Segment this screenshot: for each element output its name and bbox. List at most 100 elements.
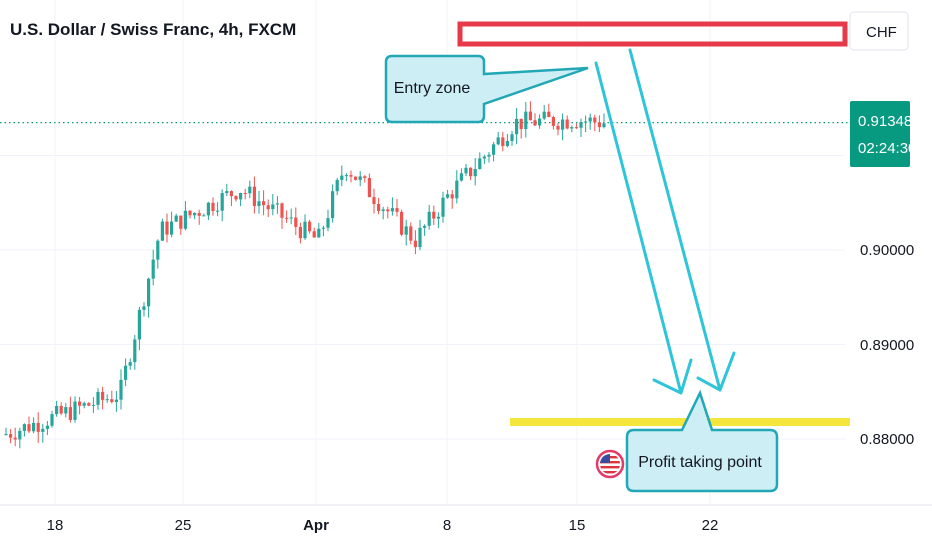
price-tick-label: 0.89000 — [860, 337, 914, 354]
candle-body — [459, 173, 463, 181]
us-flag-icon[interactable] — [595, 449, 625, 479]
candle-body — [87, 403, 91, 406]
candle-body — [349, 175, 353, 177]
time-tick-label: 22 — [702, 517, 719, 534]
candle-body — [363, 176, 367, 179]
candle-body — [289, 217, 293, 219]
candle-body — [225, 191, 229, 194]
entry-callout-shape — [384, 54, 589, 124]
candle-body — [492, 144, 496, 155]
candle-body — [197, 212, 201, 216]
candle-body — [524, 111, 528, 130]
candle-body — [538, 118, 542, 126]
candle-body — [193, 212, 197, 216]
candle-body — [547, 111, 551, 118]
candle-body — [335, 179, 339, 192]
candle-body — [114, 399, 118, 403]
candle-body — [252, 186, 256, 207]
candle-body — [409, 226, 413, 241]
candle-body — [170, 221, 174, 235]
candle-body — [234, 196, 238, 200]
chart-title: U.S. Dollar / Swiss Franc, 4h, FXCM — [10, 20, 297, 39]
candle-body — [285, 217, 289, 219]
last-price-label: 0.91348 — [858, 113, 912, 130]
candle-body — [561, 119, 565, 130]
candle-body — [188, 210, 192, 216]
candle-body — [257, 201, 261, 207]
resistance-box[interactable] — [457, 21, 848, 47]
candle-body — [179, 215, 183, 229]
arrows[interactable] — [594, 48, 736, 395]
candle-body — [533, 120, 537, 126]
candle-body — [501, 137, 505, 147]
candle-body — [32, 422, 36, 432]
candle-body — [262, 201, 266, 206]
candle-body — [41, 428, 45, 432]
candle-body — [326, 218, 330, 228]
candle-body — [13, 437, 17, 440]
candle-body — [36, 422, 40, 432]
candle-body — [427, 211, 431, 226]
candle-body — [584, 121, 588, 123]
price-scale[interactable]: CHF 0.91348 02:24:30 0.90000 0.89000 0.8… — [849, 11, 916, 448]
candle-body — [344, 175, 348, 177]
profit-callout[interactable]: Profit taking point — [625, 389, 779, 493]
candle-body — [266, 205, 270, 210]
candle-body — [133, 339, 137, 363]
candle-body — [73, 401, 77, 420]
currency-box[interactable] — [849, 11, 909, 51]
candle-body — [404, 226, 408, 235]
profit-callout-shape — [625, 389, 779, 493]
candle-body — [82, 403, 86, 406]
candle-body — [142, 306, 146, 310]
candle-body — [50, 414, 54, 426]
time-axis[interactable]: 18 25 Apr 8 15 22 — [47, 517, 719, 534]
candle-body — [423, 225, 427, 228]
arrow-down-left — [594, 61, 693, 395]
candle-body — [515, 118, 519, 135]
candle-body — [160, 221, 164, 241]
candle-body — [473, 169, 477, 177]
time-tick-label: 18 — [47, 517, 64, 534]
candle-body — [528, 111, 532, 121]
candle-body — [298, 226, 302, 239]
candle-body — [174, 215, 178, 222]
candle-body — [64, 407, 68, 414]
candle-body — [280, 203, 284, 218]
candle-body — [400, 211, 404, 235]
candle-body — [482, 156, 486, 159]
candle-body — [418, 227, 422, 248]
candle-body — [303, 221, 307, 239]
countdown-label: 02:24:30 — [858, 140, 916, 157]
candle-body — [18, 430, 22, 440]
candle-body — [239, 193, 243, 200]
profit-callout-label: Profit taking point — [638, 454, 762, 471]
candle-body — [478, 158, 482, 170]
candle-body — [556, 125, 560, 130]
candle-body — [294, 217, 298, 227]
candle-body — [45, 425, 49, 429]
candle-body — [455, 180, 459, 199]
candle-body — [165, 221, 169, 235]
candle-body — [317, 228, 321, 238]
candle-body — [27, 424, 31, 432]
candle-body — [593, 117, 597, 123]
candles[interactable] — [4, 101, 606, 449]
candle-body — [386, 209, 390, 212]
candle-body — [216, 210, 220, 212]
candle-body — [450, 194, 454, 199]
profit-target-line[interactable] — [510, 417, 850, 426]
candle-body — [413, 240, 417, 248]
candle-body — [4, 434, 8, 436]
candle-body — [469, 167, 473, 177]
candle-body — [377, 204, 381, 212]
candle-body — [505, 141, 509, 147]
time-tick-label: 15 — [569, 517, 586, 534]
candle-body — [588, 117, 592, 122]
candle-body — [496, 137, 500, 145]
candle-body — [147, 278, 151, 307]
entry-callout[interactable]: Entry zone — [384, 54, 589, 124]
grid — [0, 0, 932, 506]
